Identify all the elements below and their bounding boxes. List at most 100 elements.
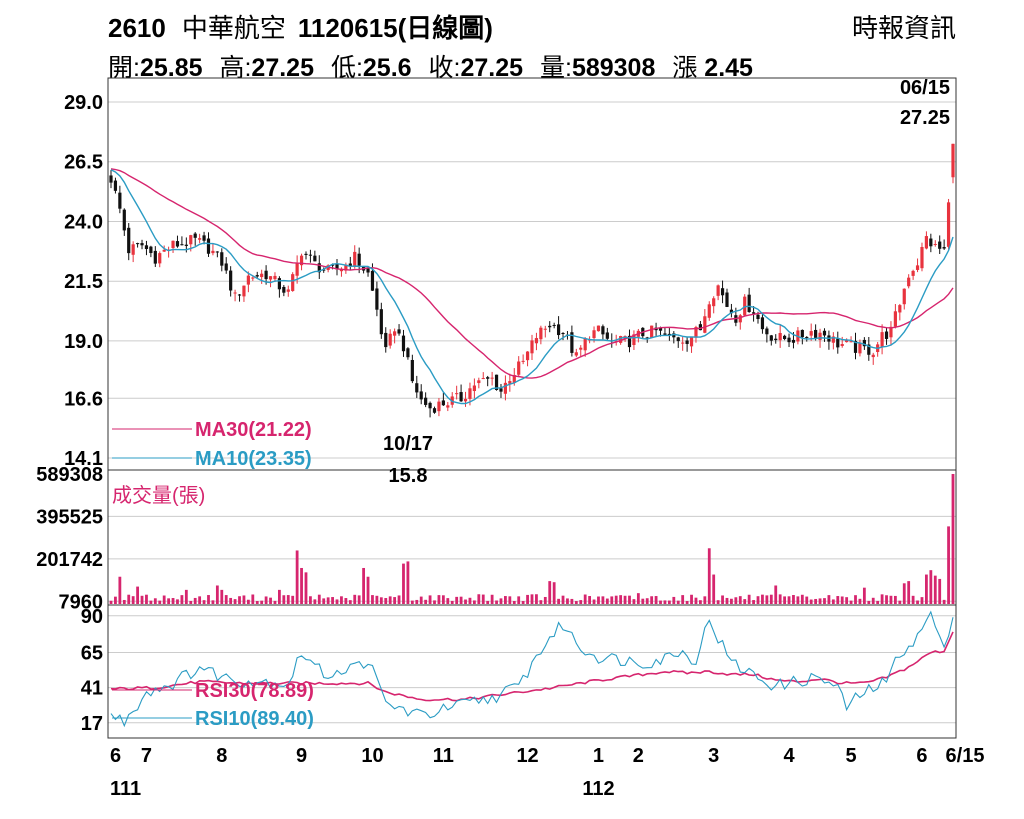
volume-bar (171, 598, 175, 604)
candle-body (951, 143, 955, 178)
candle-body (393, 331, 397, 336)
candle-body (202, 235, 206, 241)
candle-body (933, 243, 937, 245)
volume-bar (535, 594, 538, 604)
volume-bar (880, 594, 884, 604)
date-tick-label: 8 (216, 745, 227, 767)
candle-body (428, 402, 432, 409)
candle-body (751, 312, 756, 314)
volume-bar (526, 594, 529, 604)
candle-body (144, 245, 149, 250)
volume-bar (220, 589, 224, 604)
candle-body (494, 374, 499, 390)
candle-body (246, 275, 250, 285)
price-panel-frame (107, 77, 957, 471)
volume-bar (898, 600, 902, 604)
volume-bar (415, 599, 419, 604)
candle-body (840, 344, 844, 346)
candle-body (543, 328, 547, 330)
volume-bar (109, 600, 113, 604)
volume-bar (362, 567, 365, 604)
date-tick-label: 4 (783, 745, 795, 767)
volume-bar (517, 596, 521, 604)
candle-body (769, 335, 773, 341)
candle-body (712, 298, 716, 307)
volume-bar (862, 587, 866, 604)
volume-bar (601, 596, 605, 604)
volume-bar (840, 596, 844, 604)
volume-bar (636, 593, 640, 604)
volume-bar (508, 596, 512, 604)
candle-body (375, 288, 379, 310)
volume-bar (792, 595, 795, 604)
volume-tick-label: 589308 (36, 464, 103, 486)
volume-bar (831, 599, 835, 604)
volume-bar (951, 474, 955, 604)
volume-bar (871, 597, 875, 604)
volume-bar (184, 589, 188, 604)
volume-bar (761, 594, 764, 604)
volume-bar (393, 597, 397, 604)
volume-bar (738, 596, 742, 604)
rsi10-line (110, 610, 954, 728)
candle-body (344, 264, 348, 271)
volume-bar (384, 598, 388, 604)
candle-body (517, 361, 521, 375)
volume-bars (109, 474, 955, 604)
volume-bar (721, 595, 724, 604)
volume-bar (592, 599, 596, 604)
candle-body (525, 351, 530, 361)
candle-body (814, 329, 818, 338)
candle-body (317, 263, 321, 273)
candle-body (774, 338, 778, 341)
volume-legend: 成交量(張) (112, 484, 205, 507)
volume-bar (468, 597, 472, 604)
volume-bar (229, 597, 233, 604)
candle-body (184, 244, 188, 246)
volume-bar (809, 599, 813, 604)
candle-body (574, 352, 578, 356)
volume-bar (561, 595, 565, 604)
candle-body (255, 275, 259, 277)
volume-bar (752, 600, 755, 604)
volume-bar (158, 600, 162, 604)
volume-bar (769, 594, 773, 604)
date-tick-label: 7 (141, 745, 152, 767)
volume-bar (628, 595, 631, 604)
candle-body (330, 264, 335, 266)
candle-body (198, 238, 202, 240)
date-tick-label: 9 (296, 745, 307, 767)
volume-bar (424, 599, 428, 604)
candle-body (791, 339, 796, 343)
volume-bar (778, 594, 782, 604)
volume-bar (335, 599, 339, 604)
candle-body (220, 252, 224, 266)
volume-bar (224, 595, 228, 604)
candle-body (800, 329, 804, 338)
volume-bar (326, 597, 330, 604)
candle-body (273, 275, 277, 280)
candle-body (153, 250, 157, 264)
price-gridlines (108, 101, 956, 459)
volume-bar (114, 596, 117, 604)
volume-bar (672, 596, 676, 604)
candle-body (579, 347, 583, 350)
volume-bar (118, 576, 122, 604)
candle-body (131, 244, 135, 255)
candle-body (880, 332, 884, 347)
date-tick-label: 6/15 (946, 745, 985, 767)
candle-body (127, 227, 131, 254)
volume-bar (207, 595, 210, 604)
candle-body (251, 277, 255, 279)
volume-bar (588, 596, 592, 604)
volume-bar (659, 600, 662, 604)
open-label: 開: (108, 54, 140, 82)
candle-body (920, 247, 924, 269)
candle-body (720, 288, 725, 296)
volume-bar (548, 581, 552, 604)
volume-bar (765, 595, 769, 604)
volume-bar (211, 600, 215, 604)
volume-bar (375, 595, 379, 604)
